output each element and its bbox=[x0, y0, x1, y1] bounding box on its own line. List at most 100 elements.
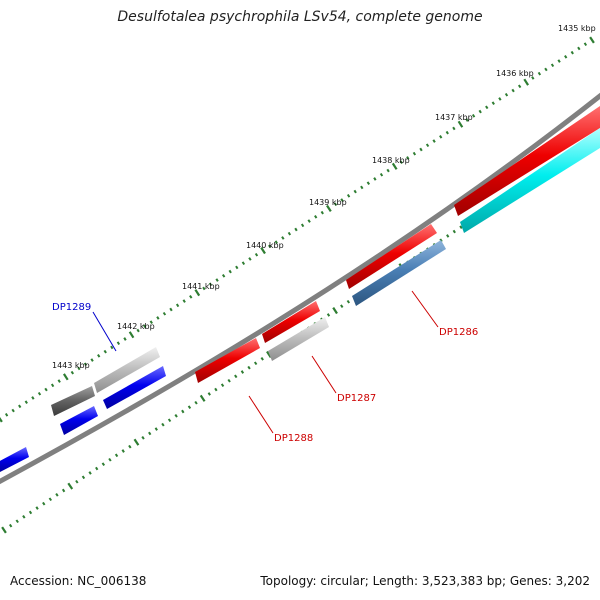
minor-tick bbox=[161, 422, 165, 427]
minor-tick bbox=[169, 307, 173, 312]
minor-tick bbox=[326, 313, 331, 317]
minor-tick bbox=[4, 412, 9, 417]
minor-tick bbox=[412, 151, 417, 156]
major-tick bbox=[62, 373, 69, 381]
major-tick bbox=[194, 289, 201, 297]
kbp-label-1435: 1435 kbp bbox=[558, 24, 596, 33]
minor-tick bbox=[77, 366, 81, 371]
minor-tick bbox=[28, 510, 33, 515]
minor-tick bbox=[445, 130, 449, 135]
gene-label-dp1288[interactable]: DP1288 bbox=[274, 433, 313, 444]
minor-tick bbox=[577, 46, 581, 51]
minor-tick bbox=[228, 269, 232, 274]
gene-steelblue[interactable] bbox=[352, 240, 446, 306]
major-tick bbox=[523, 78, 530, 86]
minor-tick bbox=[353, 189, 357, 194]
major-tick bbox=[326, 204, 332, 212]
minor-tick bbox=[544, 67, 548, 72]
major-tick bbox=[0, 416, 3, 423]
minor-tick bbox=[182, 299, 186, 303]
minor-tick bbox=[202, 286, 206, 291]
genome-summary-text: Topology: circular; Length: 3,523,383 bp… bbox=[260, 574, 590, 588]
minor-tick bbox=[281, 236, 285, 240]
gene-blue-small[interactable] bbox=[60, 406, 98, 435]
gene-dp1288[interactable] bbox=[195, 338, 260, 383]
minor-tick bbox=[583, 42, 588, 47]
minor-tick bbox=[37, 391, 42, 396]
minor-tick bbox=[97, 354, 101, 358]
minor-tick bbox=[425, 143, 430, 148]
gene-darkgray[interactable] bbox=[51, 386, 95, 416]
gene-cyan-large[interactable] bbox=[460, 128, 600, 233]
gene-label-dp1289[interactable]: DP1289 bbox=[52, 302, 91, 313]
minor-tick bbox=[214, 387, 218, 392]
map-title: Desulfotalea psychrophila LSv54, complet… bbox=[117, 9, 483, 25]
minor-tick bbox=[227, 378, 231, 383]
leader-dp1287 bbox=[311, 355, 337, 394]
minor-tick bbox=[95, 466, 99, 471]
minor-tick bbox=[220, 383, 225, 387]
minor-tick bbox=[22, 515, 26, 519]
kbp-label-1443: 1443 kbp bbox=[52, 361, 90, 370]
minor-tick bbox=[511, 88, 515, 93]
kbp-label-1442: 1442 kbp bbox=[117, 322, 155, 331]
minor-tick bbox=[274, 240, 278, 244]
minor-tick bbox=[154, 427, 158, 431]
minor-tick bbox=[208, 282, 213, 287]
gene-red-large[interactable] bbox=[454, 106, 600, 216]
minor-tick bbox=[110, 345, 114, 350]
major-tick bbox=[391, 162, 398, 170]
major-tick bbox=[67, 482, 74, 490]
minor-tick bbox=[366, 181, 371, 185]
minor-tick bbox=[240, 370, 245, 374]
leader-dp1288 bbox=[248, 395, 274, 434]
gene-dp1289[interactable] bbox=[94, 347, 160, 393]
minor-tick bbox=[44, 387, 48, 392]
minor-tick bbox=[485, 105, 489, 110]
minor-tick bbox=[406, 156, 410, 160]
accession-text: Accession: NC_006138 bbox=[10, 574, 147, 588]
minor-tick bbox=[346, 299, 351, 304]
minor-tick bbox=[8, 523, 13, 528]
minor-tick bbox=[294, 227, 298, 232]
minor-tick bbox=[340, 198, 344, 202]
kbp-label-1436: 1436 kbp bbox=[496, 69, 534, 78]
minor-tick bbox=[167, 418, 172, 423]
kbp-label-1438: 1438 kbp bbox=[372, 156, 410, 165]
minor-tick bbox=[31, 396, 35, 400]
minor-tick bbox=[399, 160, 403, 164]
minor-tick bbox=[175, 303, 180, 308]
gene-dp1287[interactable] bbox=[262, 301, 320, 343]
minor-tick bbox=[498, 97, 502, 101]
minor-tick bbox=[320, 210, 324, 215]
kbp-label-1440: 1440 kbp bbox=[246, 241, 284, 250]
leader-dp1289 bbox=[92, 311, 117, 352]
minor-tick bbox=[254, 252, 259, 257]
minor-tick bbox=[81, 475, 86, 480]
kbp-label-1437: 1437 kbp bbox=[435, 113, 473, 122]
genome-backbone bbox=[0, 92, 600, 485]
minor-tick bbox=[70, 370, 75, 375]
gene-dp1286[interactable] bbox=[346, 224, 437, 289]
minor-tick bbox=[215, 278, 219, 282]
minor-tick bbox=[452, 229, 456, 234]
minor-tick bbox=[241, 261, 246, 266]
gene-labels: DP1286 DP1287 DP1288 DP1289 bbox=[52, 302, 478, 444]
gene-blue[interactable] bbox=[103, 366, 166, 409]
gene-label-dp1287[interactable]: DP1287 bbox=[337, 393, 376, 404]
major-tick bbox=[260, 247, 266, 255]
minor-tick bbox=[234, 374, 238, 379]
kbp-labels: 1435 kbp 1436 kbp 1437 kbp 1438 kbp 1439… bbox=[52, 24, 596, 370]
gene-lightgray[interactable] bbox=[268, 317, 329, 361]
outer-scale-ticks bbox=[0, 36, 595, 423]
gene-blue-edge[interactable] bbox=[0, 447, 29, 472]
minor-tick bbox=[346, 193, 351, 198]
minor-tick bbox=[143, 324, 147, 329]
minor-tick bbox=[162, 311, 167, 316]
minor-tick bbox=[459, 225, 463, 229]
gene-label-dp1286[interactable]: DP1286 bbox=[439, 327, 478, 338]
minor-tick bbox=[550, 63, 555, 68]
minor-tick bbox=[557, 59, 561, 63]
minor-tick bbox=[149, 320, 153, 324]
minor-tick bbox=[141, 436, 145, 440]
